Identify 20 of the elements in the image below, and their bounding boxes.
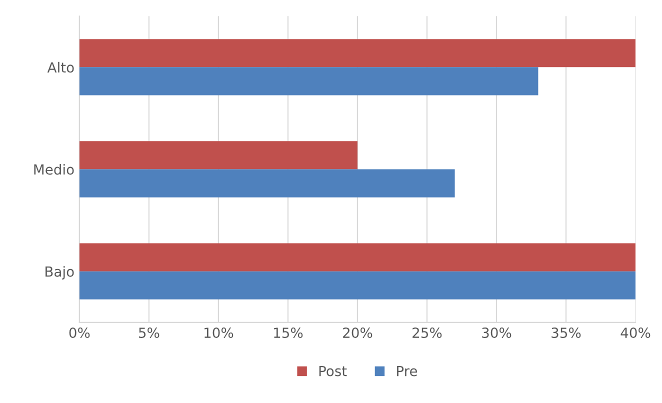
bar	[79, 39, 636, 68]
bar	[79, 271, 636, 300]
bar	[79, 243, 636, 272]
legend-label: Post	[319, 366, 347, 376]
y-tick-label: Medio	[34, 164, 74, 175]
x-tick-label: 5%	[139, 328, 160, 338]
legend-label: Pre	[397, 366, 418, 376]
x-tick-label: 40%	[620, 328, 650, 338]
y-tick-label: Alto	[47, 62, 74, 73]
x-tick-label: 20%	[343, 328, 372, 338]
x-tick-label: 15%	[274, 328, 303, 338]
x-tick-label: 30%	[482, 328, 512, 338]
x-tick-label: 35%	[552, 328, 581, 338]
x-tick-label: 0%	[69, 328, 90, 338]
bar	[79, 67, 538, 96]
x-tick-label: 10%	[204, 328, 234, 338]
x-tick-label: 25%	[412, 328, 442, 338]
y-tick-label: Bajo	[46, 266, 74, 280]
bar	[79, 169, 455, 198]
bar	[79, 141, 358, 170]
